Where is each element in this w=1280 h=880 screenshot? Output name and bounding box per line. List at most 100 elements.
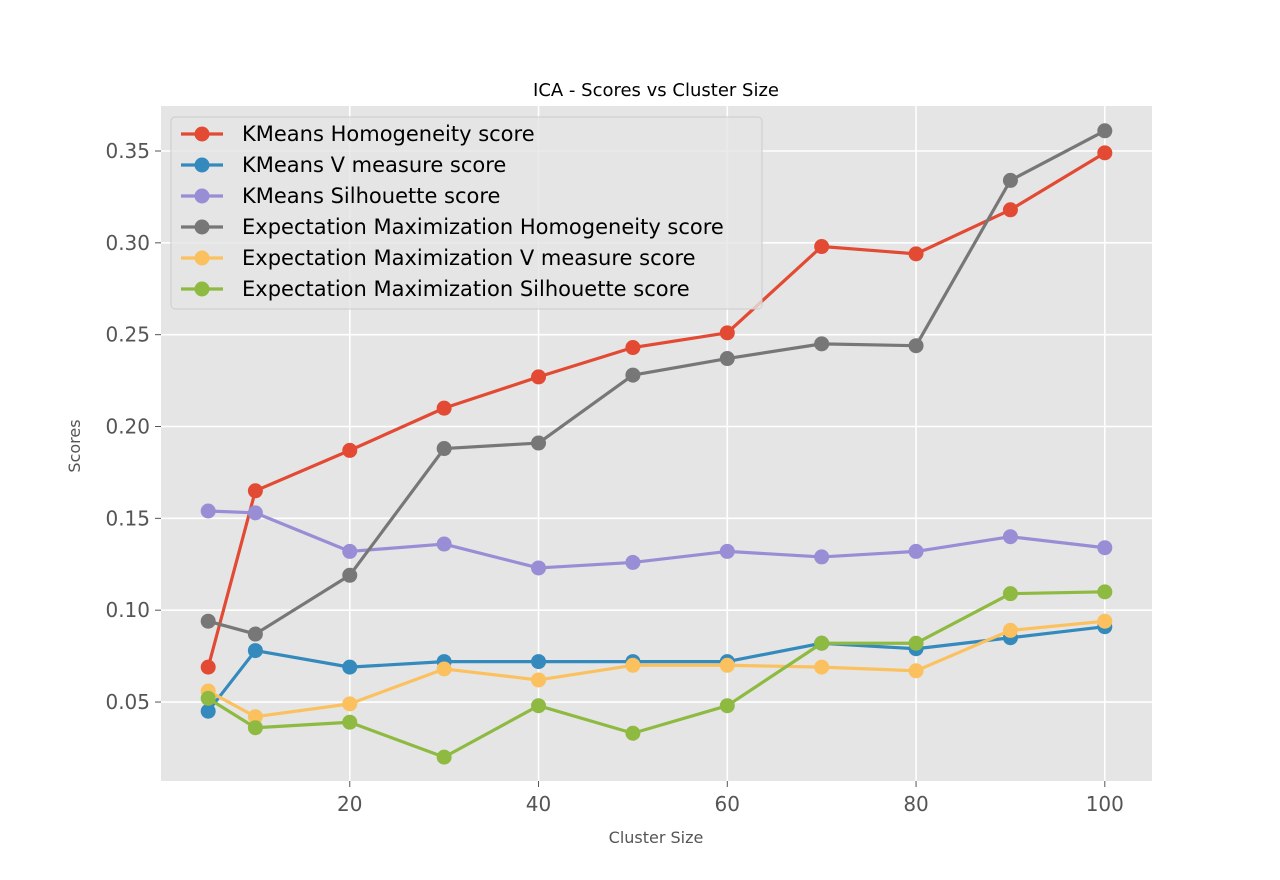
data-point [200,613,216,629]
data-point [531,672,547,688]
data-point [342,442,358,458]
data-point [342,696,358,712]
data-point [908,635,924,651]
y-axis-ticks: 0.05 0.10 0.15 0.20 0.25 0.30 0.35 [105,139,161,714]
legend-swatch-marker [194,219,210,235]
series-4 [200,613,1113,725]
data-point [1002,172,1018,188]
legend-item: KMeans V measure score [181,153,506,177]
legend-box [170,116,763,310]
y-tick-label: 0.25 [105,323,150,347]
data-point [436,400,452,416]
data-point [531,654,547,670]
data-point [1002,586,1018,602]
data-point [1097,145,1113,161]
data-point [247,626,263,642]
legend: KMeans Homogeneity score KMeans V measure… [170,116,763,310]
data-point [247,483,263,499]
x-tick-label: 20 [337,792,362,816]
x-tick-label: 60 [715,792,740,816]
chart-title: ICA - Scores vs Cluster Size [533,80,779,101]
legend-item: KMeans Homogeneity score [181,122,535,146]
y-tick-label: 0.10 [105,598,150,622]
data-point [342,714,358,730]
legend-item: KMeans Silhouette score [181,184,500,208]
data-point [908,246,924,262]
data-point [625,554,641,570]
data-point [625,340,641,356]
data-point [719,351,735,367]
legend-swatch-marker [194,157,210,173]
data-point [625,725,641,741]
series-0 [200,145,1113,675]
data-point [1097,123,1113,139]
data-point [908,338,924,354]
data-point [625,657,641,673]
legend-label: Expectation Maximization Homogeneity sco… [242,215,724,239]
series-layer [200,123,1113,765]
data-point [531,435,547,451]
data-point [814,336,830,352]
data-point [908,543,924,559]
data-point [342,543,358,559]
y-tick-label: 0.20 [105,415,150,439]
data-point [436,536,452,552]
y-tick-label: 0.30 [105,231,150,255]
data-point [342,659,358,675]
x-tick-label: 40 [526,792,551,816]
data-point [531,369,547,385]
series-3 [200,123,1113,642]
legend-label: Expectation Maximization V measure score [242,246,696,270]
x-axis-ticks: 20 40 60 80 100 [337,781,1124,816]
y-axis-label: Scores [65,419,84,472]
data-point [247,720,263,736]
data-point [200,690,216,706]
data-point [247,643,263,659]
legend-swatch-marker [194,126,210,142]
data-point [436,749,452,765]
legend-label: Expectation Maximization Silhouette scor… [242,277,690,301]
x-axis-label: Cluster Size [609,828,704,847]
series-2 [200,503,1113,576]
legend-item: Expectation Maximization Homogeneity sco… [181,215,724,239]
legend-item: Expectation Maximization Silhouette scor… [181,277,690,301]
data-point [342,567,358,583]
data-point [200,503,216,519]
legend-label: KMeans Silhouette score [242,184,500,208]
data-point [531,560,547,576]
data-point [625,367,641,383]
data-point [1002,622,1018,638]
series-5 [200,584,1113,765]
data-point [1002,529,1018,545]
legend-item: Expectation Maximization V measure score [181,246,696,270]
data-point [814,239,830,255]
data-point [814,635,830,651]
data-point [531,698,547,714]
data-point [436,441,452,457]
data-point [719,325,735,341]
data-point [814,659,830,675]
data-point [247,505,263,521]
y-tick-label: 0.35 [105,139,150,163]
x-tick-label: 100 [1086,792,1124,816]
data-point [247,709,263,725]
data-point [719,543,735,559]
data-point [814,549,830,565]
data-point [436,661,452,677]
y-tick-label: 0.15 [105,506,150,530]
data-point [200,703,216,719]
legend-swatch-marker [194,250,210,266]
legend-label: KMeans Homogeneity score [242,122,535,146]
legend-swatch-marker [194,188,210,204]
legend-swatch-marker [194,281,210,297]
data-point [1097,540,1113,556]
data-point [1097,584,1113,600]
data-point [1097,613,1113,629]
data-point [719,657,735,673]
x-tick-label: 80 [903,792,928,816]
legend-label: KMeans V measure score [242,153,506,177]
data-point [908,663,924,679]
data-point [200,659,216,675]
data-point [719,698,735,714]
